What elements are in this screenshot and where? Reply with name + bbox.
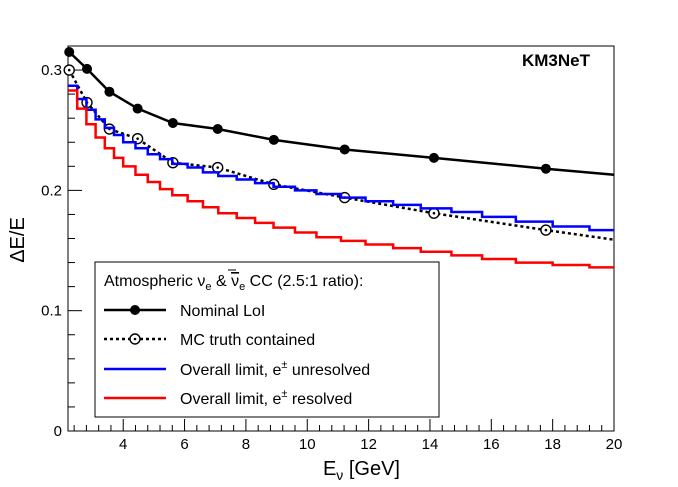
legend-label-unresolved-end: unresolved <box>287 362 370 379</box>
legend-title: Atmospheric νe & νe CC (2.5:1 ratio): <box>104 273 363 293</box>
x-axis-label-main: E <box>323 458 336 480</box>
point-nominal <box>167 118 178 128</box>
y-tick-label: 0.3 <box>41 62 62 79</box>
point-center-mc-truth <box>67 68 71 72</box>
legend-title-nu-bar: ν <box>231 273 239 290</box>
legend-entry-mc-truth: MC truth contained <box>104 332 315 349</box>
x-tick-label: 4 <box>119 436 127 453</box>
legend: Atmospheric νe & νe CC (2.5:1 ratio): No… <box>94 261 440 418</box>
y-tick-label: 0.1 <box>41 303 62 320</box>
y-tick-label: 0.2 <box>41 182 62 199</box>
y-axis-label: ΔE/E <box>7 217 29 263</box>
legend-label-mc-truth: MC truth contained <box>180 332 315 349</box>
legend-label-unresolved-sup: ± <box>281 359 287 371</box>
legend-label-nominal: Nominal LoI <box>180 303 265 320</box>
point-center-mc-truth <box>544 228 548 232</box>
point-center-mc-truth <box>432 211 436 215</box>
point-nominal <box>82 63 93 74</box>
legend-marker-nominal <box>130 305 140 315</box>
point-nominal <box>104 86 115 97</box>
x-tick-label: 8 <box>242 436 250 453</box>
x-tick-label: 10 <box>299 436 316 453</box>
legend-title-rest: CC (2.5:1 ratio): <box>245 273 363 290</box>
legend-entry-resolved: Overall limit, e± resolved <box>104 388 352 408</box>
legend-label-resolved-main: Overall limit, e <box>180 391 281 408</box>
series-line-unresolved <box>68 84 614 232</box>
legend-title-sub-2: e <box>239 281 245 293</box>
x-tick-label: 18 <box>544 436 561 453</box>
y-tick-label: 0 <box>54 423 62 440</box>
series-layer <box>63 47 615 269</box>
point-center-mc-truth <box>136 137 139 140</box>
x-axis-label-sub: ν <box>336 467 343 483</box>
legend-marker-mc-truth-dot <box>133 337 137 341</box>
legend-label-resolved-sup: ± <box>281 388 287 400</box>
x-tick-label: 16 <box>483 436 500 453</box>
point-center-mc-truth <box>216 166 219 169</box>
legend-label-unresolved: Overall limit, e± unresolved <box>180 359 370 379</box>
axis-ticks: 4 6 8 10 12 14 16 18 20 0 0.1 0.2 0.3 <box>41 62 622 453</box>
legend-entry-nominal: Nominal LoI <box>104 303 265 320</box>
point-nominal <box>428 152 439 163</box>
legend-title-nu-1: ν <box>197 273 205 290</box>
point-nominal <box>268 134 279 145</box>
point-nominal <box>212 124 223 135</box>
x-axis-label: Eν [GeV] <box>323 458 400 483</box>
point-nominal <box>64 47 75 58</box>
legend-title-and: & <box>212 273 232 290</box>
point-nominal <box>132 103 143 114</box>
km3net-watermark: KM3NeT <box>522 51 591 70</box>
point-nominal <box>540 163 551 174</box>
x-tick-label: 12 <box>360 436 377 453</box>
legend-title-part-1: Atmospheric <box>104 273 197 290</box>
legend-entry-unresolved: Overall limit, e± unresolved <box>104 359 370 379</box>
x-tick-label: 20 <box>606 436 623 453</box>
legend-label-resolved: Overall limit, e± resolved <box>180 388 352 408</box>
legend-title-sub-1: e <box>205 281 211 293</box>
x-axis-label-unit: [GeV] <box>343 458 400 480</box>
x-tick-label: 14 <box>422 436 439 453</box>
y-axis-label-text: ΔE/E <box>7 217 29 263</box>
legend-label-unresolved-main: Overall limit, e <box>180 362 281 379</box>
legend-label-resolved-end: resolved <box>287 391 352 408</box>
series-line-resolved <box>68 89 614 269</box>
point-nominal <box>339 144 350 155</box>
x-tick-label: 6 <box>180 436 188 453</box>
